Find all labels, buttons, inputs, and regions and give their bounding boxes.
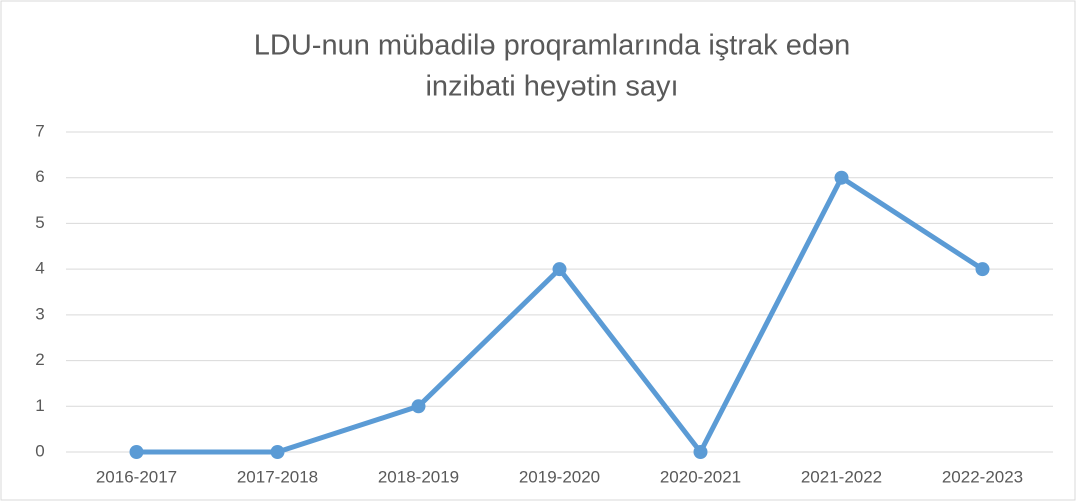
x-tick-label: 2019-2020	[519, 467, 600, 486]
chart-title: LDU-nun mübadilə proqramlarında iştrak e…	[254, 30, 850, 62]
data-point	[834, 170, 849, 185]
x-tick-label: 2022-2023	[942, 467, 1023, 486]
data-point	[411, 399, 426, 414]
x-tick-label: 2021-2022	[801, 467, 882, 486]
data-point	[693, 445, 708, 459]
y-tick-label: 2	[35, 350, 44, 369]
data-point	[129, 445, 144, 459]
data-point	[552, 262, 567, 277]
y-tick-label: 5	[35, 213, 44, 232]
data-point	[975, 262, 990, 277]
x-tick-label: 2016-2017	[96, 467, 177, 486]
y-tick-label: 6	[35, 167, 44, 186]
x-tick-label: 2020-2021	[660, 467, 741, 486]
y-tick-label: 0	[35, 441, 44, 460]
y-tick-label: 1	[35, 396, 44, 415]
chart-title: inzibati heyətin sayı	[425, 71, 678, 103]
y-tick-label: 4	[35, 259, 44, 278]
data-point	[270, 445, 285, 459]
x-tick-label: 2017-2018	[237, 467, 318, 486]
y-tick-label: 3	[35, 304, 44, 323]
x-tick-label: 2018-2019	[378, 467, 459, 486]
y-tick-label: 7	[35, 121, 44, 140]
